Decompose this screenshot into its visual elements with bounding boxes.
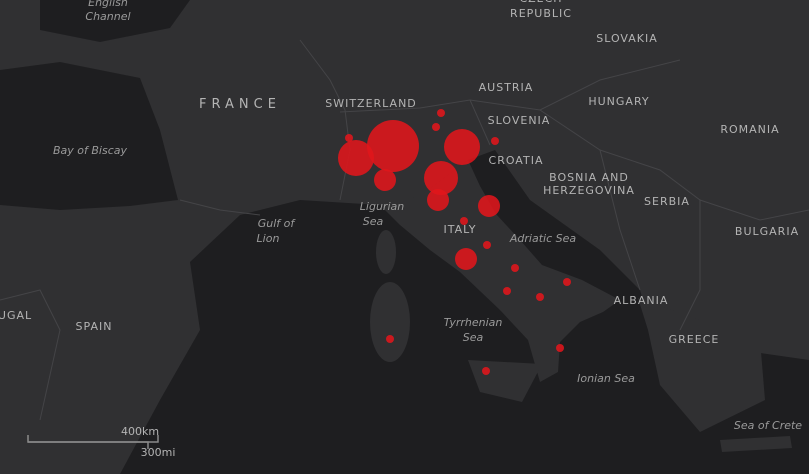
label: Bay of Biscay [53, 144, 128, 157]
label: SPAIN [76, 320, 113, 333]
label: Sea of Crete [734, 419, 802, 432]
label: Ligurian [360, 200, 404, 213]
label: ITALY [443, 223, 476, 236]
label: REPUBLIC [510, 7, 572, 20]
markers [338, 109, 571, 375]
label: CZECH [519, 0, 562, 5]
scale-bar: 400km 300mi [27, 425, 176, 459]
label: Sea [463, 331, 484, 344]
scale-km: 400km [121, 425, 159, 438]
label: ROMANIA [720, 123, 779, 136]
label: FRANCE [199, 97, 281, 112]
label: UGAL [0, 309, 32, 322]
label: Tyrrhenian [444, 316, 503, 329]
label: SLOVAKIA [596, 32, 658, 45]
label: SLOVENIA [488, 114, 551, 127]
label: English [88, 0, 128, 9]
scale-mi: 300mi [141, 446, 176, 459]
label: SWITZERLAND [325, 97, 417, 110]
label: CROATIA [489, 154, 544, 167]
label: Gulf of [258, 217, 297, 230]
label: Ionian Sea [577, 372, 635, 385]
label: Sea [363, 215, 384, 228]
label: HERZEGOVINA [543, 184, 635, 197]
labels: English Channel CZECH REPUBLIC SLOVAKIA … [0, 0, 802, 432]
label: Lion [257, 232, 280, 245]
scale-line [28, 441, 149, 449]
label: SERBIA [644, 195, 690, 208]
label: Adriatic Sea [509, 232, 576, 245]
label: ALBANIA [614, 294, 669, 307]
label: GREECE [669, 333, 720, 346]
label: BOSNIA AND [549, 171, 629, 184]
label: BULGARIA [735, 225, 799, 238]
label: HUNGARY [588, 95, 649, 108]
label: Channel [85, 10, 130, 23]
label: AUSTRIA [479, 81, 534, 94]
